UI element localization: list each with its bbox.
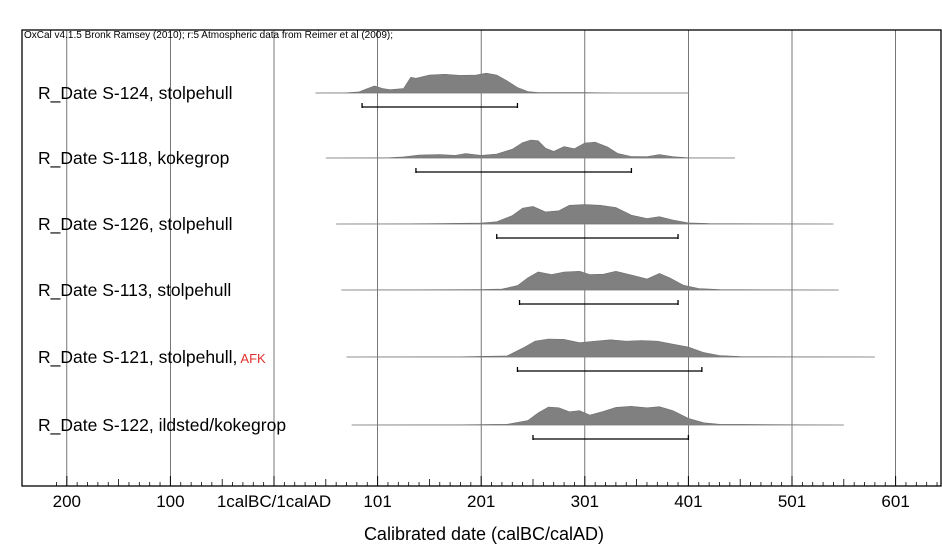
series-label-5: R_Date S-122, ildsted/kokegrop <box>38 415 286 436</box>
series-label-1: R_Date S-118, kokegrop <box>38 148 229 169</box>
distribution-5 <box>351 405 844 440</box>
x-tick-label-7: 501 <box>778 492 806 511</box>
axis-layer: 200 100 1calBC/1calAD 101 201 301 401 501 601 <box>53 476 938 511</box>
distribution-3 <box>341 270 839 305</box>
series-name-2: R_Date S-126, stolpehull <box>38 214 233 235</box>
grid-layer <box>66 30 896 486</box>
plot-frame <box>21 29 942 487</box>
density-curve-5 <box>351 405 844 426</box>
x-axis-label: Calibrated date (calBC/calAD) <box>364 524 604 544</box>
series-name-1: R_Date S-118, kokegrop <box>38 148 229 169</box>
x-tick-label-4: 201 <box>467 492 495 511</box>
series-label-3: R_Date S-113, stolpehull <box>38 280 231 301</box>
density-curve-1 <box>325 139 736 159</box>
x-tick-label-8: 601 <box>881 492 909 511</box>
distribution-4 <box>346 338 875 372</box>
series-flag-4: AFK <box>240 351 266 366</box>
density-curve-0 <box>315 72 689 94</box>
series-name-3: R_Date S-113, stolpehull <box>38 280 231 301</box>
density-curve-4 <box>346 338 875 358</box>
series-label-2: R_Date S-126, stolpehull <box>38 214 233 235</box>
series-name-5: R_Date S-122, ildsted/kokegrop <box>38 415 286 436</box>
distribution-1 <box>325 139 736 173</box>
distribution-layer <box>315 72 875 440</box>
x-tick-label-5: 301 <box>571 492 599 511</box>
x-tick-label-6: 401 <box>674 492 702 511</box>
x-tick-label-2: 1calBC/1calAD <box>217 492 331 511</box>
series-label-0: R_Date S-124, stolpehull <box>38 83 233 104</box>
chart-title: OxCal v4.1.5 Bronk Ramsey (2010); r:5 At… <box>24 30 393 41</box>
x-tick-label-1: 100 <box>156 492 184 511</box>
x-tick-label-0: 200 <box>53 492 81 511</box>
series-label-4: R_Date S-121, stolpehull, AFK <box>38 347 266 368</box>
distribution-0 <box>315 72 689 108</box>
x-tick-label-3: 101 <box>363 492 391 511</box>
label-layer: R_Date S-124, stolpehull R_Date S-118, ko… <box>38 83 286 436</box>
distribution-2 <box>336 204 834 239</box>
series-name-0: R_Date S-124, stolpehull <box>38 83 233 104</box>
density-curve-3 <box>341 270 839 291</box>
series-name-4: R_Date S-121, stolpehull, <box>38 347 237 368</box>
density-curve-2 <box>336 204 834 225</box>
